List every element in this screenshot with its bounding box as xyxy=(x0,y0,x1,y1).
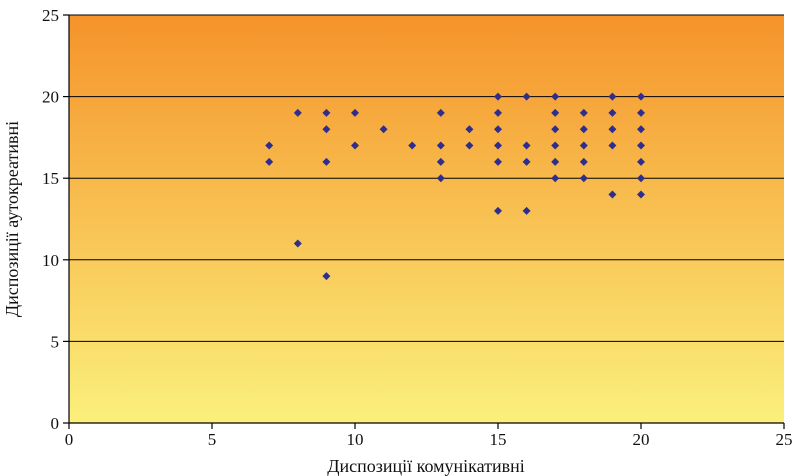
data-point xyxy=(465,141,474,150)
data-point xyxy=(322,125,331,134)
y-tick-label: 25 xyxy=(42,6,59,25)
data-point xyxy=(551,125,560,134)
data-point xyxy=(293,108,302,117)
y-tick-label: 15 xyxy=(42,169,59,188)
x-axis-title: Диспозиції комунікативні xyxy=(327,456,525,476)
data-point xyxy=(551,157,560,166)
data-point xyxy=(608,108,617,117)
y-tick-label: 10 xyxy=(42,251,59,270)
data-point xyxy=(579,157,588,166)
data-point xyxy=(351,141,359,150)
data-point xyxy=(579,108,588,117)
data-point xyxy=(522,92,531,101)
y-tick-label: 5 xyxy=(51,332,60,351)
data-point xyxy=(522,141,531,150)
data-point xyxy=(322,272,331,281)
data-point xyxy=(494,206,502,215)
data-point xyxy=(608,92,617,101)
data-point xyxy=(637,174,645,183)
data-point xyxy=(579,141,588,150)
tick-labels: 0 5 10 15 20 25 0 5 10 15 20 25 xyxy=(42,6,793,449)
data-point xyxy=(494,157,502,166)
data-point xyxy=(551,108,560,117)
data-point xyxy=(608,141,617,150)
data-point xyxy=(379,125,388,134)
x-tick-label: 5 xyxy=(208,430,217,449)
data-point xyxy=(522,206,531,215)
data-point xyxy=(322,157,331,166)
data-point xyxy=(637,92,645,101)
data-point xyxy=(436,108,445,117)
x-tick-label: 25 xyxy=(776,430,793,449)
data-point xyxy=(551,141,560,150)
data-point xyxy=(579,125,588,134)
x-tick-label: 0 xyxy=(65,430,74,449)
data-point xyxy=(494,108,502,117)
data-point xyxy=(579,174,588,183)
data-point xyxy=(494,141,502,150)
data-points xyxy=(265,92,645,281)
data-point xyxy=(551,174,560,183)
x-tick-label: 20 xyxy=(633,430,650,449)
data-point xyxy=(265,157,274,166)
y-axis-title: Диспозиції аутокреативні xyxy=(2,121,22,317)
data-point xyxy=(608,190,617,199)
data-point xyxy=(637,125,645,134)
data-point xyxy=(522,157,531,166)
data-point xyxy=(293,239,302,248)
data-point xyxy=(436,174,445,183)
x-tick-label: 15 xyxy=(490,430,507,449)
data-point xyxy=(351,108,359,117)
data-point xyxy=(322,108,331,117)
data-point xyxy=(436,141,445,150)
data-point xyxy=(465,125,474,134)
data-point xyxy=(637,141,645,150)
data-point xyxy=(436,157,445,166)
data-point xyxy=(637,108,645,117)
gridlines xyxy=(69,14,784,342)
y-tick-label: 0 xyxy=(51,414,60,433)
data-point xyxy=(408,141,417,150)
x-tick-label: 10 xyxy=(347,430,364,449)
data-point xyxy=(608,125,617,134)
axes xyxy=(63,14,785,429)
data-point xyxy=(637,157,645,166)
data-point xyxy=(551,92,560,101)
data-point xyxy=(494,125,502,134)
y-tick-label: 20 xyxy=(42,88,59,107)
data-point xyxy=(265,141,274,150)
plot-area xyxy=(69,15,784,423)
data-point xyxy=(637,190,645,199)
data-point xyxy=(494,92,502,101)
